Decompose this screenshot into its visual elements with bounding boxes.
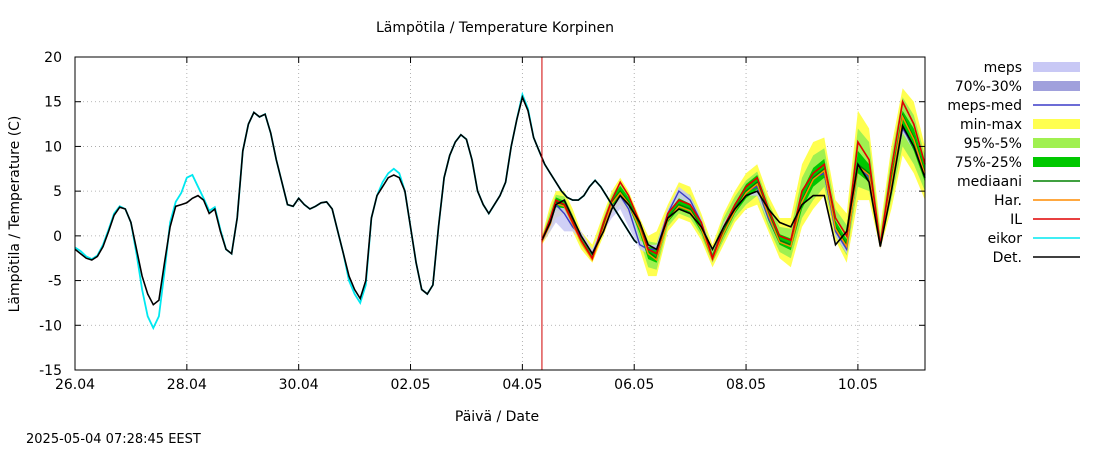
line-det-forecast: [541, 123, 926, 256]
axes: -15 -10 -5 0 5 10 15 20 26.04 28.04 30.04 02.05 04.0…: [39, 50, 925, 393]
plot-frame: [74, 56, 926, 371]
legend-swatch: [1033, 62, 1080, 72]
legend-label: IL: [1010, 212, 1022, 228]
x-axis-label: Päivä / Date: [455, 409, 539, 425]
legend-label: 70%-30%: [955, 79, 1022, 95]
y-tick-label: 0: [53, 229, 62, 245]
y-tick-label: 20: [44, 50, 62, 66]
y-tick-label: -15: [39, 363, 62, 379]
legend-label: mediaani: [957, 174, 1022, 190]
legend-swatch: [1033, 119, 1080, 129]
timestamp: 2025-05-04 07:28:45 EEST: [26, 432, 201, 447]
x-tick-label: 10.05: [838, 377, 878, 393]
legend-label: 75%-25%: [955, 155, 1022, 171]
series-lines: [74, 57, 926, 370]
legend-label: meps: [984, 60, 1022, 76]
forecast-bands: [541, 88, 925, 277]
legend-label: 95%-5%: [964, 136, 1022, 152]
y-tick-label: 10: [44, 139, 62, 155]
legend-label: Har.: [994, 193, 1022, 209]
y-tick-label: 15: [44, 95, 62, 111]
legend-swatch: [1033, 157, 1080, 167]
legend-label: eikor: [988, 231, 1023, 247]
legend-label: min-max: [960, 117, 1022, 133]
line-det-observed: [74, 94, 638, 306]
y-tick-label: 5: [53, 184, 62, 200]
y-axis-label: Lämpötila / Temperature (C): [7, 116, 23, 313]
legend-label: meps-med: [947, 98, 1022, 114]
x-tick-label: 02.05: [390, 377, 430, 393]
y-tick-label: -10: [39, 318, 62, 334]
chart-title: Lämpötila / Temperature Korpinen: [376, 20, 614, 36]
x-tick-label: 26.04: [55, 377, 95, 393]
x-tick-label: 30.04: [279, 377, 319, 393]
legend: meps 70%-30% meps-med min-max 95%-5% 75%-25% m…: [947, 60, 1080, 266]
legend-label: Det.: [993, 250, 1022, 266]
x-tick-label: 08.05: [726, 377, 766, 393]
legend-swatch: [1033, 81, 1080, 91]
x-tick-label: 28.04: [167, 377, 207, 393]
legend-swatch: [1033, 138, 1080, 148]
x-tick-label: 06.05: [614, 377, 654, 393]
line-il: [541, 99, 926, 261]
y-tick-label: -5: [48, 274, 62, 290]
x-tick-label: 04.05: [502, 377, 542, 393]
